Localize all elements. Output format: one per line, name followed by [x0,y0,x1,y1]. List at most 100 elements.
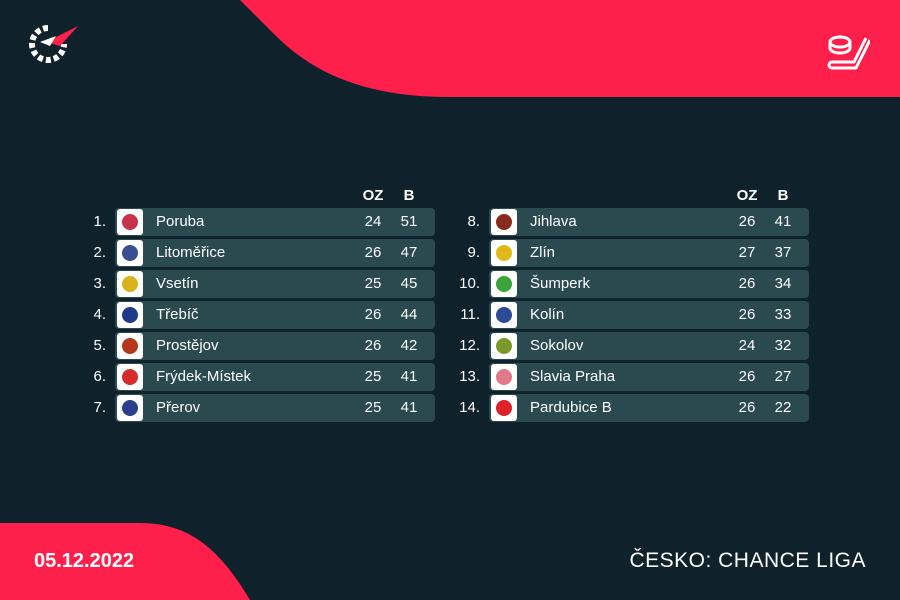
team-logo-icon [491,333,517,359]
match-date: 05.12.2022 [34,550,135,572]
points: 32 [774,337,792,354]
games-played: 25 [364,275,382,292]
row-bar [489,208,809,236]
table-row[interactable]: 4. Třebíč 26 44 [78,301,438,329]
team-name: Kolín [530,306,565,323]
rank: 11. [460,306,480,323]
team-logo-icon [491,240,517,266]
team-logo-mark [496,245,512,261]
rank: 12. [459,337,480,354]
games-played: 26 [364,306,382,323]
team-name: Litoměřice [156,244,226,261]
games-played: 26 [738,306,756,323]
row-bar [489,270,809,298]
hockey-puck-stick-icon [827,35,870,70]
rank: 6. [93,368,106,385]
points: 51 [400,213,418,230]
row-bar [115,239,435,267]
team-name: Jihlava [530,213,577,230]
table-row[interactable]: 13. Slavia Praha 26 27 [452,363,812,391]
row-bar [115,208,435,236]
rank: 2. [93,244,106,261]
rank: 10. [459,275,480,292]
row-bar [115,270,435,298]
table-row[interactable]: 3. Vsetín 25 45 [78,270,438,298]
team-logo-icon [491,395,517,421]
team-logo-icon [491,209,517,235]
rank: 14. [459,399,480,416]
row-bar [489,332,809,360]
points: 47 [400,244,418,261]
games-played: 26 [364,244,382,261]
table-row[interactable]: 11. Kolín 26 33 [452,301,812,329]
team-name: Přerov [156,399,201,416]
table-header: OZ B [78,184,438,208]
team-name: Vsetín [156,275,199,292]
team-logo-mark [496,214,512,230]
games-played: 25 [364,399,382,416]
column-header-b: B [403,187,415,204]
team-logo-mark [122,400,138,416]
column-header-oz: OZ [362,187,384,204]
table-row[interactable]: 14. Pardubice B 26 22 [452,394,812,422]
points: 22 [774,399,792,416]
team-logo-icon [117,333,143,359]
points: 42 [400,337,418,354]
row-bar [489,239,809,267]
row-bar [115,332,435,360]
league-name: ČESKO: CHANCE LIGA [629,549,866,572]
rank: 7. [93,399,106,416]
row-bar [489,301,809,329]
team-logo-icon [117,209,143,235]
games-played: 25 [364,368,382,385]
games-played: 24 [738,337,756,354]
rank: 5. [93,337,106,354]
row-bar [115,301,435,329]
team-name: Frýdek-Místek [156,368,252,385]
table-header: OZ B [452,184,812,208]
games-played: 26 [364,337,382,354]
team-logo-icon [491,302,517,328]
table-row[interactable]: 12. Sokolov 24 32 [452,332,812,360]
column-header-oz: OZ [736,187,758,204]
row-bar [115,394,435,422]
points: 33 [774,306,792,323]
table-row[interactable]: 9. Zlín 27 37 [452,239,812,267]
team-logo-mark [496,400,512,416]
table-row[interactable]: 5. Prostějov 26 42 [78,332,438,360]
team-logo-mark [122,214,138,230]
column-header-b: B [777,187,789,204]
table-row[interactable]: 2. Litoměřice 26 47 [78,239,438,267]
team-logo-icon [117,240,143,266]
games-played: 26 [738,213,756,230]
table-row[interactable]: 8. Jihlava 26 41 [452,208,812,236]
standings-table-left: OZ B 1. Poruba 24 51 2. Litoměřice 26 47 3. Vsetí… [78,184,438,425]
points: 41 [774,213,792,230]
row-bar [489,363,809,391]
games-played: 26 [738,399,756,416]
team-name: Šumperk [530,275,591,292]
table-row[interactable]: 10. Šumperk 26 34 [452,270,812,298]
row-bar [115,363,435,391]
team-name: Poruba [156,213,205,230]
team-logo-icon [117,364,143,390]
rank: 9. [467,244,480,261]
team-name: Pardubice B [530,399,612,416]
team-logo-mark [496,338,512,354]
team-logo-icon [117,302,143,328]
games-played: 27 [738,244,756,261]
team-name: Prostějov [156,337,219,354]
points: 34 [774,275,792,292]
table-row[interactable]: 1. Poruba 24 51 [78,208,438,236]
points: 45 [400,275,418,292]
table-row[interactable]: 7. Přerov 25 41 [78,394,438,422]
points: 27 [774,368,792,385]
team-logo-icon [117,271,143,297]
team-logo-icon [491,364,517,390]
row-bar [489,394,809,422]
rank: 13. [459,368,480,385]
team-logo-mark [122,276,138,292]
team-name: Třebíč [156,306,199,323]
table-row[interactable]: 6. Frýdek-Místek 25 41 [78,363,438,391]
